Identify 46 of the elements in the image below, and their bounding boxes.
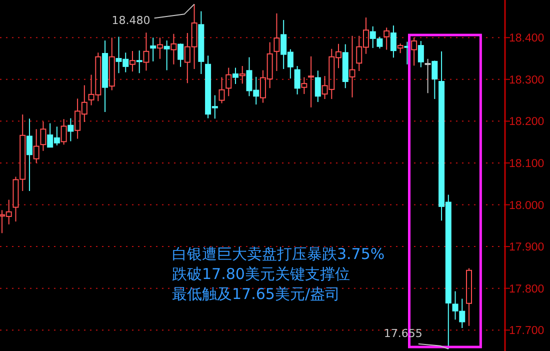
candlestick <box>432 60 438 100</box>
candlestick <box>198 10 204 74</box>
candlestick <box>349 35 356 98</box>
candlestick <box>226 67 232 97</box>
y-tick-label: 17.800 <box>509 283 544 296</box>
y-tick-label: 18.200 <box>509 116 544 128</box>
candlestick <box>218 76 225 104</box>
candlestick <box>136 50 142 74</box>
candlestick <box>40 121 46 152</box>
candlestick <box>301 76 308 95</box>
candlestick <box>33 128 40 164</box>
candlestick <box>108 37 115 91</box>
candlestick <box>178 42 184 68</box>
annotation: 最低触及17.65美元/盎司 <box>172 285 340 303</box>
candlestick <box>411 37 418 66</box>
candlestick <box>274 12 280 72</box>
candlestick <box>129 50 136 72</box>
candlestick <box>294 66 300 95</box>
candlestick <box>384 27 390 50</box>
candlestick <box>170 33 177 65</box>
candlestick <box>156 37 163 60</box>
candlestick <box>308 56 314 108</box>
candlestick <box>143 32 150 72</box>
y-tick-label: 18.000 <box>509 200 544 212</box>
candlestick <box>232 67 238 84</box>
candlestick <box>68 118 74 142</box>
candlestick <box>26 118 32 192</box>
candlestick <box>239 66 246 84</box>
y-tick-label: 18.300 <box>509 74 544 86</box>
candlestick <box>60 118 67 146</box>
y-tick-label: 18.400 <box>509 32 544 45</box>
annotation: 白银遭巨大卖盘打压暴跌3.75% <box>172 245 385 263</box>
candlestick <box>418 40 424 68</box>
candlestick <box>424 58 431 94</box>
candlestick <box>342 44 348 89</box>
candlestick <box>164 40 170 71</box>
candlestick <box>466 268 472 326</box>
candlestick <box>150 37 156 62</box>
y-tick-label: 17.900 <box>509 242 544 254</box>
candlestick <box>390 24 396 58</box>
candlestick <box>102 40 108 112</box>
y-tick-label: 18.100 <box>509 158 544 170</box>
candlestick <box>314 70 321 102</box>
annotation: 跌破17.80美元关键支撑位 <box>172 265 350 283</box>
y-tick-label: 17.700 <box>509 325 544 338</box>
annotation: 18.480 <box>112 14 150 28</box>
